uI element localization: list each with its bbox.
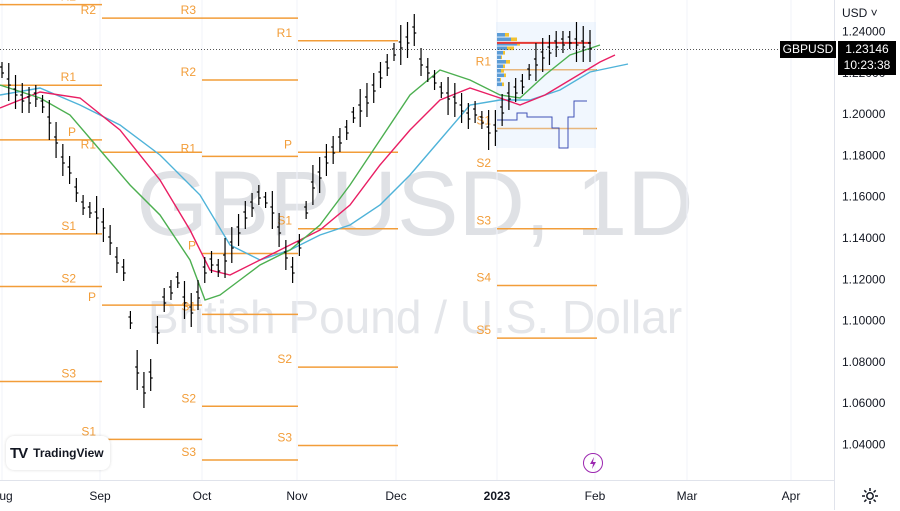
pivot-level-label: S2 — [476, 156, 491, 170]
volume-bar-down — [502, 82, 504, 87]
price-axis[interactable]: 1.240001.220001.200001.180001.160001.140… — [842, 25, 886, 452]
pivot-level-label: S2 — [61, 272, 76, 286]
volume-bar-up — [497, 64, 503, 69]
time-tick-label: Nov — [286, 489, 307, 503]
symbol-tag-label: GBPUSD — [782, 42, 834, 56]
volume-bar-down — [503, 64, 505, 69]
pivot-level-label: R1 — [277, 26, 293, 40]
time-tick-label: Dec — [385, 489, 406, 503]
last-price-tag: 1.23146 10:23:38 — [838, 41, 896, 75]
moving-averages — [0, 44, 629, 301]
time-tick-label: Apr — [782, 489, 801, 503]
price-tick-label: 1.08000 — [842, 355, 886, 369]
time-tick-label: Mar — [677, 489, 698, 503]
moving-average-line — [0, 44, 601, 301]
volume-bar-down — [504, 73, 506, 78]
volume-bar-up — [497, 60, 506, 64]
watermark-name: British Pound / U.S. Dollar — [148, 291, 682, 343]
moving-average-line — [0, 63, 629, 261]
settings-icon[interactable] — [860, 486, 880, 506]
pivot-level-label: R2 — [61, 0, 77, 4]
price-tick-label: 1.06000 — [842, 396, 886, 410]
pivot-level-label: R1 — [476, 55, 492, 69]
tradingview-badge[interactable]: TV TradingView — [6, 436, 110, 470]
tradingview-brand: TradingView — [33, 446, 104, 460]
price-tick-label: 1.24000 — [842, 25, 886, 39]
volume-profile-outline — [497, 100, 587, 149]
pivot-level-label: P — [188, 238, 196, 252]
volume-bar-up — [497, 33, 505, 37]
price-tick-label: 1.12000 — [842, 272, 886, 286]
symbol-tag: GBPUSD — [780, 41, 836, 58]
pivot-level-label: S1 — [81, 424, 96, 438]
pivot-level-label: S3 — [277, 431, 292, 445]
volume-bar-up — [497, 82, 502, 87]
pivot-level-label: R2 — [181, 65, 197, 79]
flash-icon[interactable] — [583, 453, 603, 473]
volume-bar-down — [507, 46, 514, 51]
pivot-level-label: S3 — [61, 367, 76, 381]
time-tick-label: 2023 — [484, 489, 511, 503]
pivot-level-label: S4 — [476, 270, 491, 284]
price-tick-label: 1.20000 — [842, 107, 886, 121]
pivot-level-label: S3 — [476, 214, 491, 228]
time-tick-label: Oct — [193, 489, 212, 503]
pivot-level-label: P — [284, 137, 292, 151]
volume-bar-up — [497, 51, 503, 55]
pivot-level-label: S5 — [476, 323, 491, 337]
pivot-level-label: S1 — [277, 214, 292, 228]
pivot-level-label: S1 — [61, 219, 76, 233]
price-bars — [0, 14, 592, 408]
volume-bar-up — [497, 69, 501, 73]
volume-bar-down — [505, 33, 509, 37]
volume-bar-down — [501, 69, 504, 73]
volume-bar-down — [506, 60, 510, 64]
pivot-level-label: R2 — [81, 3, 97, 17]
tradingview-logo-icon: TV — [10, 444, 28, 462]
bar-countdown: 10:23:38 — [843, 58, 891, 72]
time-tick-label: Sep — [89, 489, 111, 503]
volume-bar-up — [497, 55, 501, 60]
pivot-level-label: R3 — [181, 3, 197, 17]
volume-bar-down — [503, 51, 505, 55]
time-tick-label: Feb — [585, 489, 606, 503]
volume-bar-down — [501, 55, 502, 60]
currency-selector[interactable]: USD ˅ — [842, 6, 878, 20]
flash-glyph — [590, 457, 596, 469]
pivot-points: R2 R1 P S1 S2 S3 R2 R1 P S1 R3 R2 R1 P S1 S2 S3 R1 P S1 S2 S3… — [0, 0, 597, 461]
pivot-level-label: P — [68, 125, 76, 139]
volume-bar-down — [500, 78, 501, 82]
volume-bar-up — [497, 46, 507, 51]
moving-average-line — [0, 54, 616, 276]
pivot-level-label: S2 — [181, 391, 196, 405]
price-tick-label: 1.18000 — [842, 148, 886, 162]
gear-glyph — [862, 488, 878, 504]
pivot-level-label: S3 — [181, 445, 196, 459]
price-tick-label: 1.16000 — [842, 190, 886, 204]
volume-bar-up — [497, 73, 504, 78]
pivot-level-label: R1 — [61, 70, 77, 84]
volume-profile — [496, 22, 596, 149]
price-tick-label: 1.14000 — [842, 231, 886, 245]
pivot-level-label: R1 — [81, 137, 97, 151]
pivot-level-label: S1 — [181, 299, 196, 313]
price-tick-label: 1.10000 — [842, 314, 886, 328]
volume-bar-up — [497, 37, 511, 42]
last-price-value: 1.23146 — [845, 42, 889, 56]
volume-bar-up — [497, 78, 500, 82]
volume-bar-down — [511, 37, 517, 42]
pivot-level-label: P — [88, 290, 96, 304]
pivot-level-label: R1 — [181, 141, 197, 155]
time-tick-label: Aug — [0, 489, 13, 503]
time-axis[interactable]: Aug Sep Oct Nov Dec 2023 Feb Mar Apr — [0, 489, 800, 503]
pivot-level-label: S2 — [277, 352, 292, 366]
price-tick-label: 1.04000 — [842, 438, 886, 452]
